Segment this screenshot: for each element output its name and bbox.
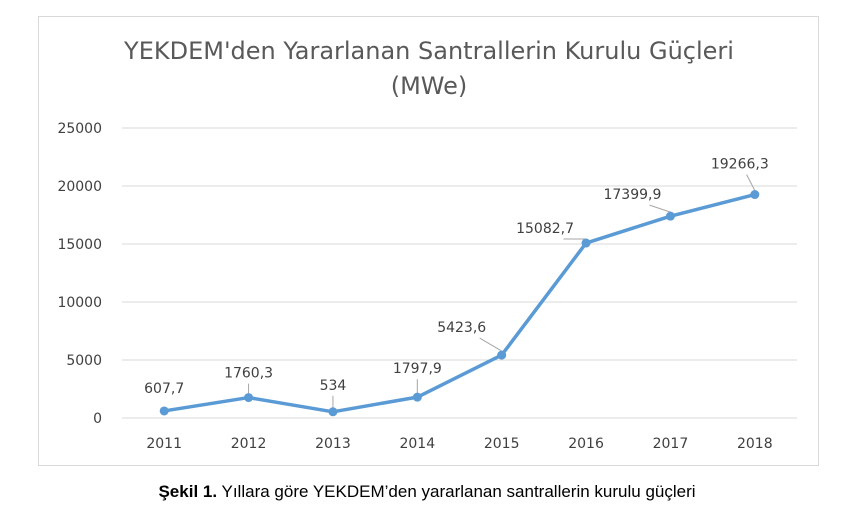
data-labels: 607,7 1760,3 534 1797,9 5423,6 15082,7 17399,9…: [144, 157, 769, 397]
series-line-path: [162, 192, 757, 414]
y-tick-label-5: 25000: [57, 121, 102, 137]
y-axis-ticks: 0 5000 10000 15000 20000 25000: [57, 121, 102, 427]
y-tick-label-1: 5000: [66, 353, 102, 369]
y-tick-label-3: 15000: [57, 237, 102, 253]
label-leaders: [248, 174, 756, 408]
x-tick-label-1: 2012: [231, 436, 267, 452]
data-point-2013: [328, 407, 338, 417]
figure-caption: Şekil 1. Yıllara göre YEKDEM’den yararla…: [0, 482, 854, 502]
data-label-2012: 1760,3: [224, 366, 273, 382]
x-tick-label-5: 2016: [568, 436, 604, 452]
y-tick-label-4: 20000: [57, 179, 102, 195]
data-points: [159, 190, 760, 417]
data-point-2015: [497, 350, 507, 360]
x-tick-label-0: 2011: [146, 436, 182, 452]
y-tick-label-0: 0: [93, 411, 102, 427]
leader-2017: [649, 204, 671, 213]
caption-text: Yıllara göre YEKDEM’den yararlanan santr…: [217, 482, 696, 501]
data-label-2013: 534: [320, 378, 347, 394]
chart-title-line1: YEKDEM'den Yararlanan Santrallerin Kurul…: [123, 37, 734, 65]
data-point-2014: [412, 392, 422, 402]
gridlines: [122, 127, 797, 419]
data-point-2018: [750, 190, 760, 200]
line-chart: YEKDEM'den Yararlanan Santrallerin Kurul…: [57, 37, 797, 452]
leader-2018: [746, 174, 756, 191]
data-label-2015: 5423,6: [437, 320, 486, 336]
data-label-2016: 15082,7: [516, 221, 574, 237]
data-label-2018: 19266,3: [711, 157, 769, 173]
data-point-2016: [581, 238, 591, 248]
caption-label: Şekil 1.: [158, 482, 218, 501]
data-point-2012: [244, 393, 254, 403]
x-tick-label-2: 2013: [315, 436, 351, 452]
x-tick-label-6: 2017: [653, 436, 689, 452]
chart-frame: YEKDEM'den Yararlanan Santrallerin Kurul…: [38, 16, 819, 466]
x-tick-label-4: 2015: [484, 436, 520, 452]
data-label-2017: 17399,9: [603, 187, 661, 203]
chart-title-line2: (MWe): [391, 72, 468, 100]
series-line: [162, 192, 757, 414]
data-label-2011: 607,7: [144, 381, 184, 397]
data-point-2011: [159, 406, 169, 416]
data-point-2017: [665, 211, 675, 221]
leader-2015: [479, 337, 502, 352]
x-tick-label-7: 2018: [737, 436, 773, 452]
x-tick-label-3: 2014: [399, 436, 435, 452]
y-tick-label-2: 10000: [57, 295, 102, 311]
data-label-2014: 1797,9: [393, 361, 442, 377]
x-axis-ticks: 2011 2012 2013 2014 2015 2016 2017 2018: [146, 436, 772, 452]
